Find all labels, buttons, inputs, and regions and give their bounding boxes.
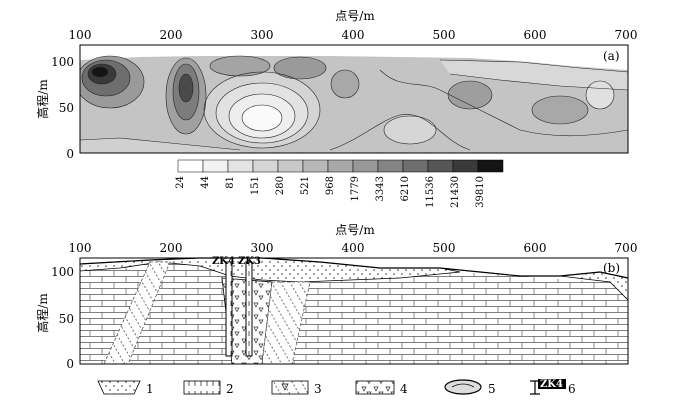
- panel-b-label: (b): [603, 261, 620, 275]
- panel-b-x-tick: 400: [342, 241, 365, 255]
- colorbar: 24 44 81 151 280 521 968 1779 3343 6210 …: [175, 159, 504, 208]
- panel-a-x-tick: 600: [524, 28, 547, 42]
- colorbar-swatch: [177, 159, 204, 173]
- panel-b-x-tick: 600: [524, 241, 547, 255]
- colorbar-swatch: [377, 159, 404, 173]
- panel-a-label: (a): [603, 49, 620, 63]
- colorbar-label: 11536: [425, 176, 436, 208]
- colorbar-swatch: [277, 159, 304, 173]
- panel-a: 点号/m 100 200 300 400 500 600 700 高程/m 10…: [35, 9, 637, 208]
- panel-a-x-tick: 400: [342, 28, 365, 42]
- panel-b-frame: [79, 257, 629, 365]
- panel-b-x-tick: 700: [615, 241, 638, 255]
- legend-number: 5: [488, 382, 496, 396]
- colorbar-label: 21430: [450, 176, 461, 208]
- legend-borehole-code: ZK4: [540, 379, 563, 390]
- colorbar-swatch: [402, 159, 429, 173]
- panel-b-y-tick: 50: [59, 312, 74, 326]
- panel-a-y-tick: 50: [59, 101, 74, 115]
- colorbar-swatch: [427, 159, 454, 173]
- legend-number: 4: [400, 382, 408, 396]
- panel-a-x-tick: 700: [615, 28, 638, 42]
- legend-number: 2: [226, 382, 234, 396]
- legend-item-4: 4: [355, 380, 408, 396]
- panel-b-x-tick: 200: [160, 241, 183, 255]
- panel-a-y-tick: 100: [51, 55, 74, 69]
- legend-item-2: 2: [183, 380, 234, 396]
- legend-item-5: 5: [444, 379, 496, 396]
- borehole-zk4: ZK4: [212, 256, 235, 357]
- colorbar-label: 81: [225, 176, 236, 189]
- panel-a-x-tick: 500: [433, 28, 456, 42]
- legend-number: 6: [568, 382, 576, 396]
- colorbar-swatch: [252, 159, 279, 173]
- colorbar-label: 280: [275, 176, 286, 195]
- panel-a-contour-map: [80, 55, 628, 153]
- colorbar-swatch: [452, 159, 479, 173]
- panel-a-frame: [79, 44, 629, 154]
- panel-b-x-tick: 500: [433, 241, 456, 255]
- borehole-zk3: ZK3: [238, 256, 261, 357]
- legend-number: 3: [314, 382, 322, 396]
- colorbar-swatch: [202, 159, 229, 173]
- panel-b-y-tick: 0: [66, 357, 74, 371]
- colorbar-label: 521: [300, 176, 311, 195]
- panel-a-x-tick-labels: 100 200 300 400 500 600 700: [69, 28, 638, 42]
- panel-b: 点号/m 100 200 300 400 500 600 700 高程/m 10…: [35, 223, 637, 371]
- colorbar-label: 39810: [475, 176, 486, 208]
- panel-a-x-tick: 300: [251, 28, 274, 42]
- colorbar-swatch: [302, 159, 329, 173]
- panel-a-x-tick: 100: [69, 28, 92, 42]
- colorbar-label: 6210: [400, 176, 411, 201]
- panel-b-y-tick: 100: [51, 265, 74, 279]
- panel-b-x-title: 点号/m: [335, 223, 375, 237]
- panel-a-x-title: 点号/m: [335, 9, 375, 23]
- borehole-zk4-label: ZK4: [212, 256, 235, 267]
- panel-b-x-tick: 300: [251, 241, 274, 255]
- colorbar-label: 968: [325, 176, 336, 195]
- legend-number: 1: [146, 382, 154, 396]
- panel-b-x-tick-labels: 100 200 300 400 500 600 700: [69, 241, 638, 255]
- colorbar-swatch: [477, 159, 504, 173]
- panel-b-y-title: 高程/m: [35, 293, 50, 333]
- colorbar-label: 151: [250, 176, 261, 195]
- colorbar-swatch: [227, 159, 254, 173]
- legend: 1 2 3 4 5 ZK4 6: [97, 379, 576, 396]
- panel-a-y-title: 高程/m: [35, 79, 50, 119]
- legend-item-3: 3: [271, 380, 322, 396]
- panel-b-x-tick: 100: [69, 241, 92, 255]
- panel-a-y-tick: 0: [66, 147, 74, 161]
- colorbar-label: 24: [175, 176, 186, 189]
- borehole-zk3-label: ZK3: [238, 256, 261, 267]
- legend-item-1: 1: [97, 380, 154, 396]
- colorbar-label: 3343: [375, 176, 386, 201]
- colorbar-swatch: [327, 159, 354, 173]
- panel-a-x-tick: 200: [160, 28, 183, 42]
- colorbar-label: 44: [200, 176, 211, 189]
- colorbar-swatch: [352, 159, 379, 173]
- legend-item-6: ZK4 6: [530, 379, 576, 396]
- limestone-layer: [80, 262, 628, 364]
- colorbar-label: 1779: [350, 176, 361, 201]
